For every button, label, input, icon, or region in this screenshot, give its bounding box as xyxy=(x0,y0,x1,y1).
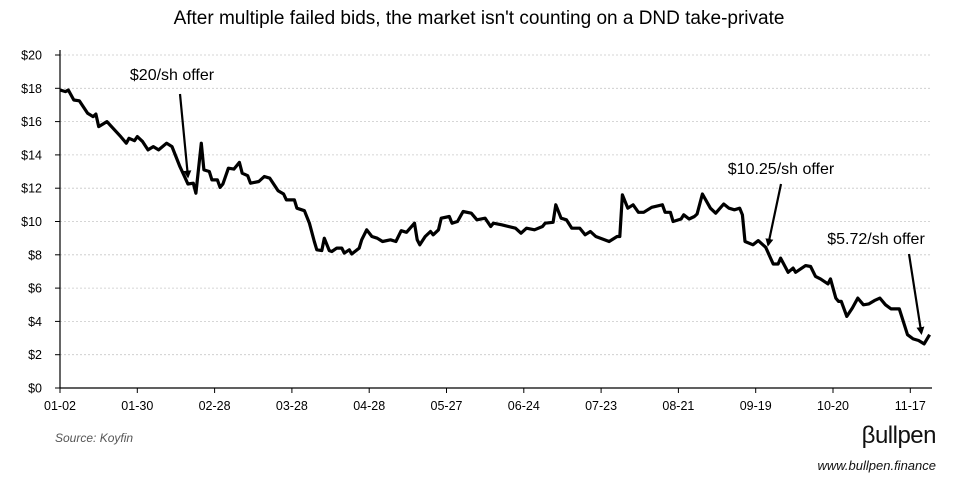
annotation-label: $10.25/sh offer xyxy=(728,161,835,178)
y-tick-label: $6 xyxy=(28,282,42,296)
x-tick-label: 11-17 xyxy=(895,399,926,413)
y-tick-label: $10 xyxy=(21,215,42,229)
x-tick-label: 08-21 xyxy=(662,399,694,413)
x-tick-label: 10-20 xyxy=(817,399,849,413)
annotation-arrow xyxy=(178,93,192,179)
x-tick-label: 03-28 xyxy=(276,399,308,413)
y-tick-label: $0 xyxy=(28,382,42,396)
bullpen-logo: βullpen xyxy=(861,422,937,449)
x-tick-label: 06-24 xyxy=(508,399,540,413)
y-tick-label: $8 xyxy=(28,248,42,262)
x-tick-label: 01-30 xyxy=(121,399,153,413)
y-tick-label: $14 xyxy=(21,148,42,162)
annotation-label: $5.72/sh offer xyxy=(827,231,925,248)
y-axis: $0 $2 $4 $6 $8 $10 $12 $14 $16 $18 $20 xyxy=(21,49,61,396)
x-tick-label: 02-28 xyxy=(199,399,231,413)
y-tick-label: $4 xyxy=(28,315,42,329)
x-axis: 01-02 01-30 02-28 03-28 04-28 05-27 06-24 07-23… xyxy=(44,387,932,413)
gridlines xyxy=(60,54,932,356)
x-tick-label: 05-27 xyxy=(431,399,463,413)
y-tick-label: $20 xyxy=(21,49,42,63)
x-tick-label: 09-19 xyxy=(740,399,772,413)
x-tick-label: 07-23 xyxy=(585,399,617,413)
annotation-arrow xyxy=(765,183,783,247)
price-line xyxy=(59,88,931,346)
price-points xyxy=(59,89,930,344)
annotation-label: $20/sh offer xyxy=(130,67,215,84)
y-tick-label: $16 xyxy=(21,115,42,129)
y-tick-label: $18 xyxy=(21,82,42,96)
chart-title: After multiple failed bids, the market i… xyxy=(174,8,785,29)
source-note: Source: Koyfin xyxy=(55,431,134,445)
x-tick-label: 01-02 xyxy=(44,399,76,413)
website-url: www.bullpen.finance xyxy=(817,458,936,473)
annotation-arrow xyxy=(907,253,925,336)
annotations: $20/sh offer $10.25/sh offer $5.72/sh offe… xyxy=(130,67,925,336)
y-tick-label: $2 xyxy=(28,348,42,362)
x-tick-label: 04-28 xyxy=(353,399,385,413)
y-tick-label: $12 xyxy=(21,182,42,196)
